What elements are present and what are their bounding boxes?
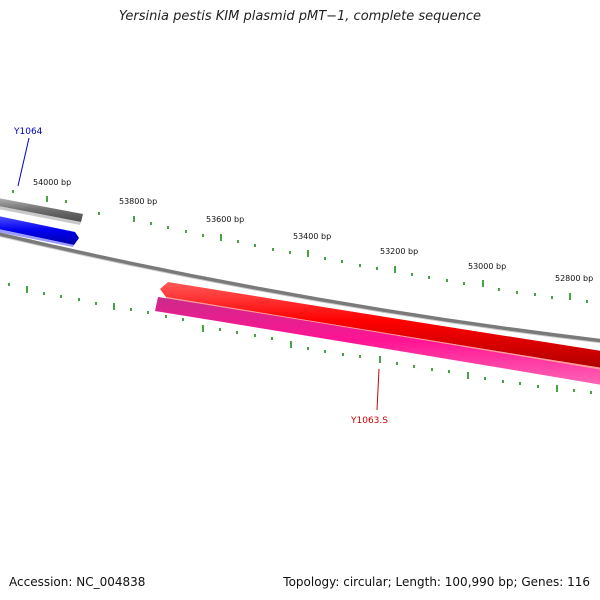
- accession-label: Accession: NC_004838: [9, 575, 146, 589]
- gene-y1063-s-callout: Y1063.S: [350, 368, 388, 426]
- gene-label-y1064[interactable]: Y1064: [13, 127, 43, 137]
- map-title: Yersinia pestis KIM plasmid pMT−1, compl…: [118, 9, 482, 24]
- gene-label-y1063-s[interactable]: Y1063.S: [350, 416, 388, 426]
- gene-y1063-s-bar[interactable]: [155, 297, 600, 385]
- topology-summary: Topology: circular; Length: 100,990 bp; …: [283, 575, 590, 589]
- scale-label: 52800 bp: [555, 274, 593, 283]
- scale-label: 53400 bp: [293, 232, 331, 241]
- scale-label: 54000 bp: [33, 178, 71, 187]
- scale-label: 53600 bp: [206, 215, 244, 224]
- inner-tick-row: [8, 283, 592, 394]
- callout-line: [376, 368, 380, 411]
- scale-label: 53800 bp: [119, 197, 157, 206]
- scale-label: 53000 bp: [468, 262, 506, 271]
- outer-tick-row: [12, 190, 588, 303]
- callout-line: [17, 137, 30, 187]
- gene-y1064-callout: Y1064: [13, 127, 43, 187]
- gene-y1064-arrow[interactable]: [0, 216, 79, 247]
- forward-gray-feature[interactable]: [0, 198, 83, 225]
- scale-labels: 54000 bp 53800 bp 53600 bp 53400 bp 5320…: [33, 178, 593, 283]
- backbone-line: [0, 232, 600, 344]
- scale-label: 53200 bp: [380, 247, 418, 256]
